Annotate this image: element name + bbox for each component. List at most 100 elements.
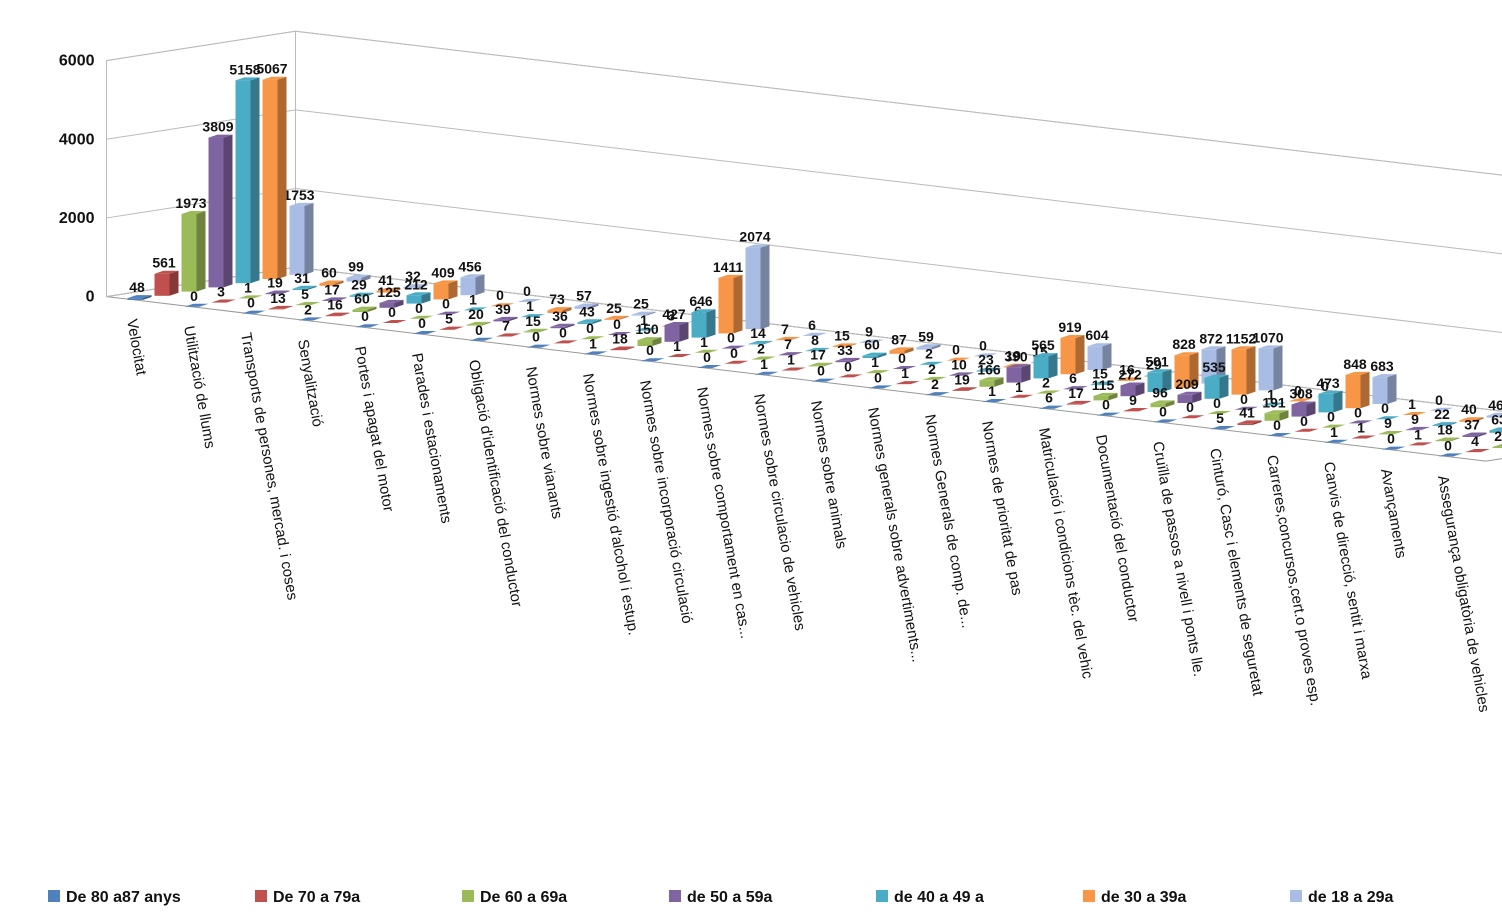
value-label: 19 [267, 274, 283, 290]
value-label: 0 [703, 349, 711, 365]
x-tick-label: Senyalització [294, 338, 326, 428]
x-tick-label: Cinturó, Casc i elements de seguretat [1206, 447, 1266, 698]
bar-top [1181, 415, 1205, 418]
bar [236, 80, 251, 283]
value-label: 0 [559, 324, 567, 340]
value-label: 1 [1330, 424, 1338, 440]
bar-top [470, 338, 494, 341]
value-label: 19 [954, 371, 970, 387]
value-label: 0 [1354, 404, 1362, 420]
value-label: 209 [1175, 376, 1199, 392]
value-label: 60 [864, 337, 880, 353]
value-label: 150 [635, 321, 659, 337]
value-label: 2 [1042, 375, 1050, 391]
bar [209, 138, 224, 288]
value-label: 872 [1199, 330, 1223, 346]
value-label: 1 [1357, 420, 1365, 436]
value-label: 3 [217, 283, 225, 299]
value-label: 41 [1239, 404, 1255, 420]
value-label: 20 [468, 306, 484, 322]
bar [746, 248, 761, 330]
value-label: 57 [576, 288, 592, 304]
value-label: 1070 [1252, 329, 1283, 345]
value-label: 0 [952, 342, 960, 358]
value-label: 1152 [1226, 330, 1257, 346]
grid-line [107, 31, 1502, 196]
bar-side [278, 77, 287, 279]
bar-top [1409, 442, 1433, 445]
value-label: 0 [817, 363, 825, 379]
bar-side [1076, 335, 1085, 374]
value-label: 848 [1343, 356, 1367, 372]
value-label: 99 [348, 259, 364, 275]
bar-top [698, 365, 722, 368]
value-label: 6 [1069, 370, 1077, 386]
value-label: 1 [673, 338, 681, 354]
value-label: 25 [1494, 428, 1502, 444]
x-tick-label: Canvis de direcció, sentit i marxa [1320, 461, 1375, 681]
value-label: 390 [1004, 348, 1028, 364]
value-label: 1411 [713, 259, 744, 275]
x-tick-label: Documentació del conductor [1092, 433, 1142, 623]
value-label: 272 [1118, 367, 1142, 383]
value-label: 5 [445, 311, 453, 327]
value-label: 8 [811, 332, 819, 348]
grid-line [107, 189, 1502, 354]
bar-side [734, 275, 743, 333]
bar-top [1211, 426, 1235, 429]
bar [953, 390, 968, 391]
value-label: 0 [361, 308, 369, 324]
x-tick-label: Utilització de llums [180, 325, 218, 450]
bar-side [1247, 346, 1256, 394]
bar-top [185, 304, 209, 307]
value-label: 212 [404, 276, 428, 292]
value-label: 0 [874, 369, 882, 385]
bar-top [782, 368, 806, 371]
value-label: 4 [1471, 433, 1479, 449]
bar-side [251, 77, 260, 283]
value-label: 0 [1387, 431, 1395, 447]
bar-side [1274, 345, 1283, 390]
bar-top [725, 361, 749, 364]
legend-label: de 18 a 29a [1308, 889, 1394, 906]
value-label: 0 [523, 283, 531, 299]
value-label: 604 [1085, 327, 1109, 343]
value-label: 16 [327, 297, 343, 313]
value-label: 2 [928, 361, 936, 377]
bar [1061, 338, 1076, 374]
x-tick-label: Velocitat [123, 318, 150, 378]
value-label: 73 [549, 291, 565, 307]
value-label: 1 [1015, 379, 1023, 395]
y-tick-label: 6000 [59, 53, 95, 70]
value-label: 115 [1092, 377, 1115, 393]
value-label: 6 [1045, 390, 1053, 406]
value-label: 7 [781, 321, 789, 337]
x-tick-label: Transports de persones, mercad. i coses [237, 331, 301, 601]
bar [263, 80, 278, 279]
bar-top [242, 311, 266, 314]
value-label: 2 [925, 346, 933, 362]
value-label: 1 [700, 334, 708, 350]
bar [269, 309, 284, 310]
value-label: 39 [495, 301, 511, 317]
x-tick-label: Cruïlla de passos a nivell i ponts lle. [1149, 440, 1207, 678]
value-label: 31 [294, 270, 310, 286]
bar-top [1466, 449, 1490, 452]
bar-top [896, 381, 920, 384]
x-tick-label: Carreres,concursos,cert.o proves esp. [1263, 454, 1324, 707]
legend-label: De 70 a 79a [273, 889, 360, 906]
bar [182, 214, 197, 292]
x-tick-label: Normes sobre ingestió d'alcohol i estup. [579, 372, 642, 636]
value-label: 0 [1273, 417, 1281, 433]
value-label: 0 [532, 329, 540, 345]
value-label: 15 [525, 313, 541, 329]
value-label: 646 [689, 293, 713, 309]
value-label: 0 [1381, 400, 1389, 416]
bar [128, 298, 143, 300]
bar-top [1097, 413, 1121, 416]
bar-side [305, 203, 314, 275]
bar-top [869, 385, 893, 388]
value-label: 0 [418, 315, 426, 331]
y-tick-label: 0 [86, 289, 95, 306]
bar-top [299, 317, 323, 320]
